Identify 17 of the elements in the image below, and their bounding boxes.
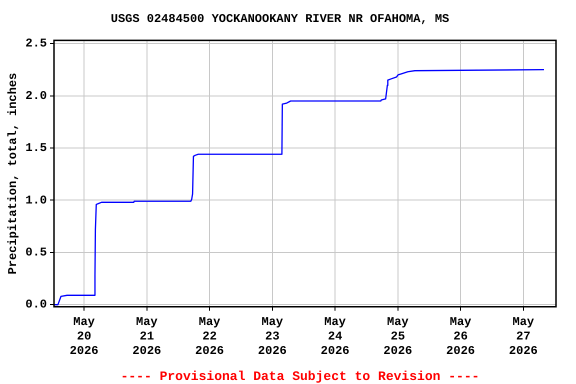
x-tick-label: May 25 2026	[383, 315, 412, 358]
text: ---- Provisional Data Subject to Revision ----	[120, 369, 480, 384]
y-axis-title: Precipitation, total, inches	[6, 72, 20, 274]
x-tick-label: May 27 2026	[508, 315, 538, 358]
y-tick-label: 0.5	[25, 245, 48, 260]
x-tick-label: May 23 2026	[258, 315, 287, 358]
y-tick-label: 2.0	[25, 88, 48, 103]
x-tick-label: May 20 2026	[70, 315, 98, 358]
chart-title: USGS 02484500 YOCKANOOKANY RIVER NR OFAHOMA, MS	[110, 12, 450, 26]
x-tick-label: May 26 2026	[446, 315, 475, 358]
y-tick-label: 1.5	[25, 141, 48, 156]
y-tick-label: 2.5	[25, 36, 48, 51]
x-tick-label: May 21 2026	[132, 315, 162, 358]
x-tick-label: May 22 2026	[195, 315, 224, 358]
y-tick-label: 0.0	[25, 298, 48, 312]
y-tick-label: 1.0	[25, 193, 48, 208]
x-tick-label: May 24 2026	[320, 315, 350, 358]
